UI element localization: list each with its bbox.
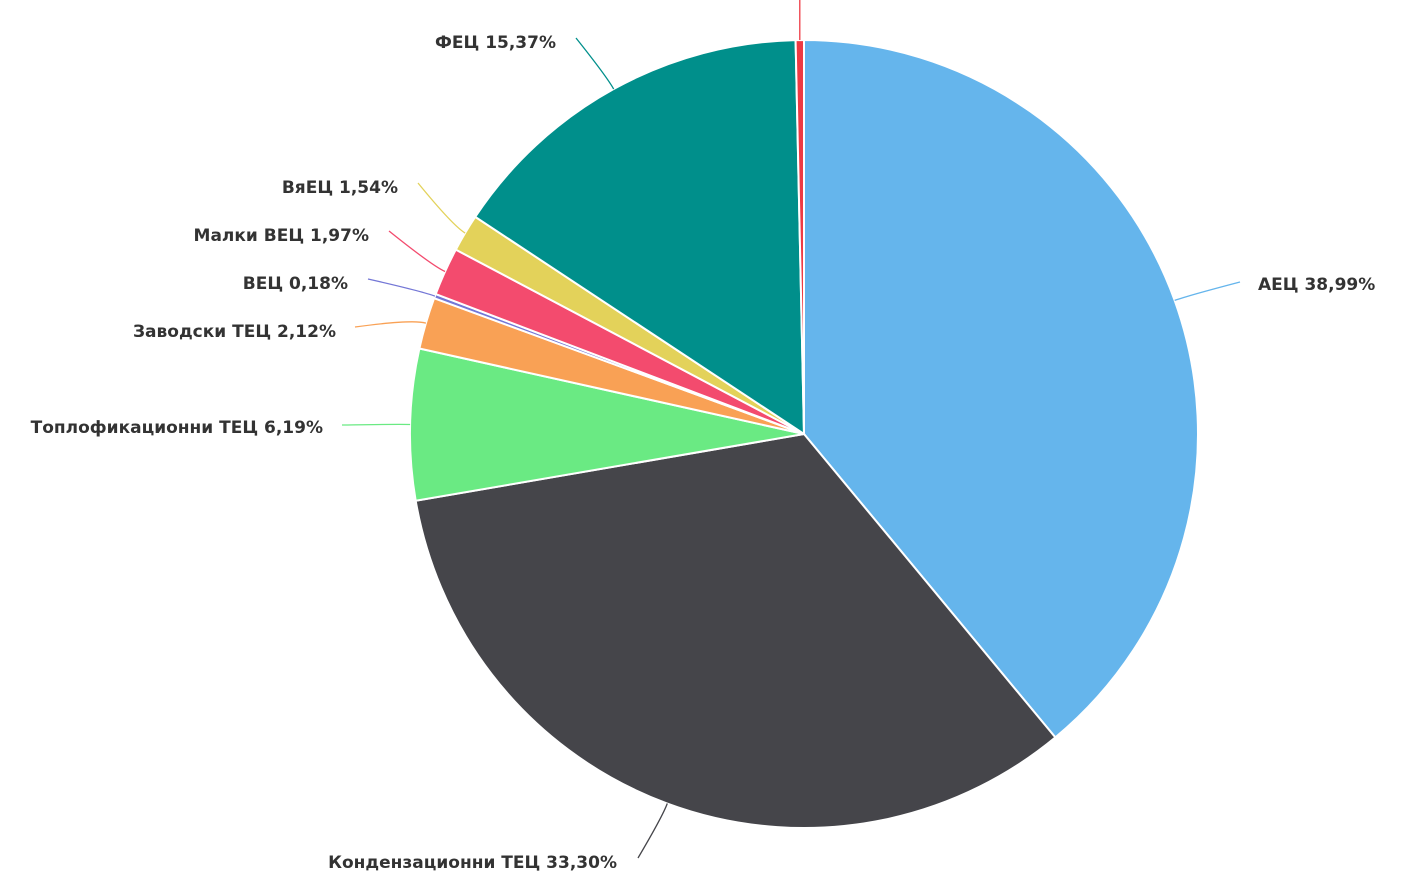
leader-line-vyaets xyxy=(417,182,466,234)
leader-line-malki-vets xyxy=(388,230,446,273)
data-label-vyaets: ВяЕЦ 1,54% xyxy=(282,178,398,198)
leader-line-fets xyxy=(575,37,615,90)
pie-slice-aets[interactable] xyxy=(803,38,1199,739)
labels-layer: АЕЦ 38,99% Кондензационни ТЕЦ 33,30% Топло… xyxy=(31,33,1376,873)
data-label-malki-vets: Малки ВЕЦ 1,97% xyxy=(194,226,369,246)
data-label-zavodski-tets: Заводски ТЕЦ 2,12% xyxy=(133,322,336,342)
data-label-aets: АЕЦ 38,99% xyxy=(1258,275,1375,295)
data-label-fets: ФЕЦ 15,37% xyxy=(435,33,556,53)
slices-layer xyxy=(409,38,1199,829)
pie-slice-toplofikatsionni-tets[interactable] xyxy=(409,347,805,502)
leader-line-vets xyxy=(367,278,436,297)
data-label-toplofikatsionni-tets: Топлофикационни ТЕЦ 6,19% xyxy=(31,418,323,438)
leader-line-aets xyxy=(1174,281,1241,302)
pie-slice-fets[interactable] xyxy=(473,39,806,436)
leader-line-kondenzatsionni-tets xyxy=(637,803,668,859)
leader-lines-layer xyxy=(341,0,1241,859)
leader-line-zavodski-tets xyxy=(354,321,427,328)
leader-line-toplofikatsionni-tets xyxy=(341,423,411,426)
data-label-kondenzatsionni-tets: Кондензационни ТЕЦ 33,30% xyxy=(328,853,617,873)
data-label-vets: ВЕЦ 0,18% xyxy=(243,274,348,294)
